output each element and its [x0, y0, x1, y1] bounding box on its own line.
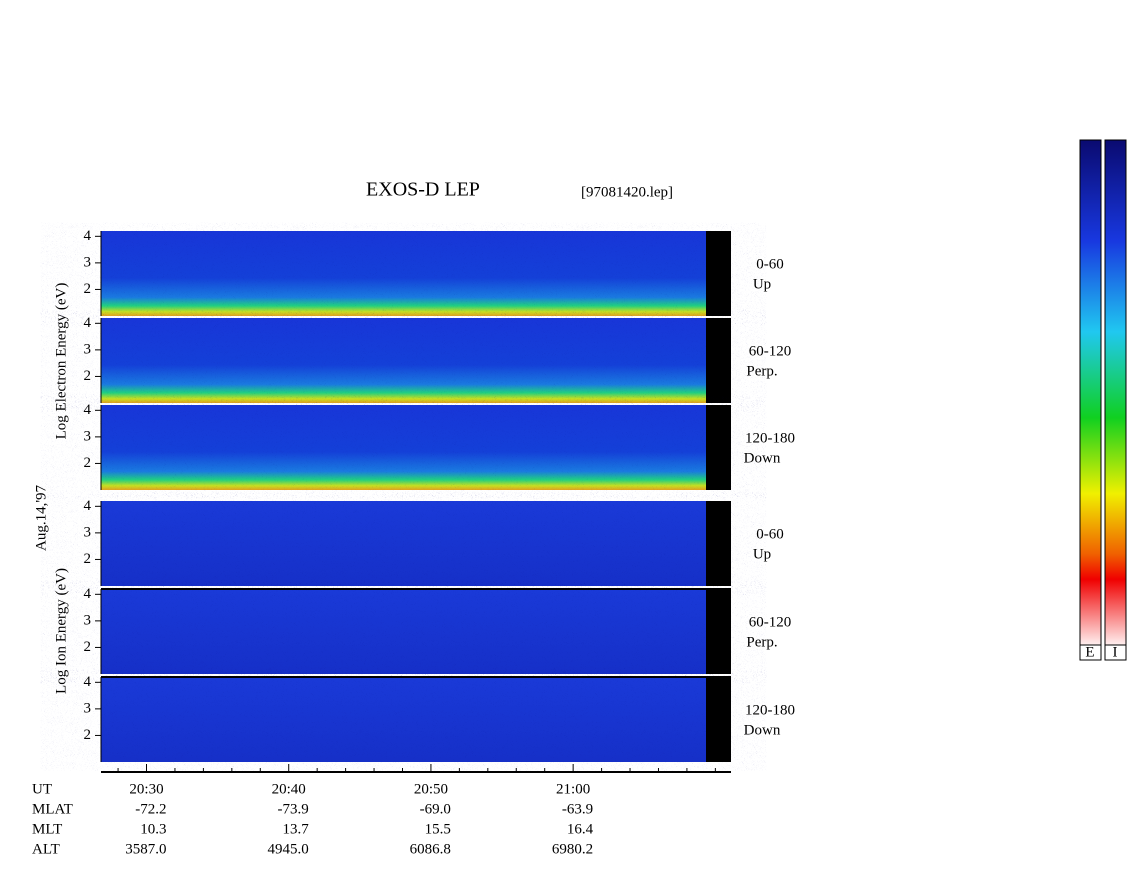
orbit-value: 6086.8: [410, 841, 451, 857]
orbit-row-label: ALT: [32, 841, 60, 857]
spectrogram-noise: [101, 231, 706, 316]
no-data: [706, 318, 731, 403]
panel-label: 120-180: [745, 702, 795, 718]
colorbar: [1079, 139, 1102, 646]
orbit-value: 3587.0: [125, 841, 166, 857]
panel-sublabel: Down: [744, 450, 781, 466]
panel-label: 120-180: [745, 430, 795, 446]
orbit-value: 6980.2: [552, 841, 593, 857]
panel-sublabel: Perp.: [746, 634, 777, 650]
spectrogram-noise: [101, 405, 706, 490]
y-tick-label: 3: [84, 612, 92, 628]
y-tick-label: 3: [84, 428, 92, 444]
panel-label: 60-120: [749, 343, 792, 359]
file-label: [97081420.lep]: [581, 184, 673, 200]
spectrogram-noise: [101, 501, 706, 586]
colorbar-label: E: [1085, 644, 1094, 660]
chart-title: EXOS-D LEP: [366, 179, 480, 201]
no-data: [706, 501, 731, 586]
orbit-value: -72.2: [135, 801, 166, 817]
y-tick-label: 3: [84, 254, 92, 270]
y-tick-label: 3: [84, 524, 92, 540]
y-tick-label: 2: [84, 551, 92, 567]
panel-sublabel: Down: [744, 722, 781, 738]
no-data: [706, 589, 731, 674]
no-data: [706, 677, 731, 762]
y-tick-label: 4: [84, 498, 92, 514]
y-tick-label: 2: [84, 281, 92, 297]
spectrogram-noise: [101, 318, 706, 403]
y-tick-label: 3: [84, 700, 92, 716]
spectrogram-noise: [101, 677, 706, 762]
no-data: [706, 405, 731, 490]
orbit-value: 4945.0: [267, 841, 308, 857]
y-axis-label: Log Ion Energy (eV): [53, 568, 69, 694]
y-tick-label: 3: [84, 341, 92, 357]
orbit-value: 16.4: [567, 821, 594, 837]
orbit-row-label: UT: [32, 781, 52, 797]
x-tick-label: 20:30: [129, 781, 163, 797]
orbit-row-label: MLT: [32, 821, 62, 837]
orbit-value: 10.3: [140, 821, 166, 837]
y-tick-label: 4: [84, 674, 92, 690]
orbit-value: -63.9: [562, 801, 593, 817]
panel-sublabel: Perp.: [746, 363, 777, 379]
y-axis-label: Log Electron Energy (eV): [53, 283, 69, 440]
colorbar: [1104, 139, 1127, 646]
panel-sublabel: Up: [753, 276, 771, 292]
no-data: [706, 231, 731, 316]
orbit-row-label: MLAT: [32, 801, 73, 817]
colorbar-label-box: [1079, 644, 1102, 661]
panel-label: 60-120: [749, 614, 792, 630]
panel-label: 0-60: [756, 256, 784, 272]
panel-sublabel: Up: [753, 546, 771, 562]
orbit-value: 13.7: [282, 821, 309, 837]
y-tick-label: 4: [84, 228, 92, 244]
x-tick-label: 21:00: [556, 781, 590, 797]
x-tick-label: 20:40: [272, 781, 306, 797]
colorbar-label-box: [1104, 644, 1127, 661]
orbit-value: -69.0: [420, 801, 451, 817]
y-tick-label: 4: [84, 315, 92, 331]
spectrogram-noise: [101, 589, 706, 674]
orbit-value: 15.5: [425, 821, 451, 837]
y-tick-label: 2: [84, 368, 92, 384]
y-tick-label: 2: [84, 639, 92, 655]
y-tick-label: 4: [84, 402, 92, 418]
panel-label: 0-60: [756, 526, 784, 542]
y-tick-label: 2: [84, 455, 92, 471]
colorbar-label: I: [1113, 644, 1118, 660]
orbit-value: -73.9: [277, 801, 308, 817]
date-label: Aug.14,'97: [33, 484, 49, 551]
x-tick-label: 20:50: [414, 781, 448, 797]
y-tick-label: 2: [84, 727, 92, 743]
y-tick-label: 4: [84, 586, 92, 602]
